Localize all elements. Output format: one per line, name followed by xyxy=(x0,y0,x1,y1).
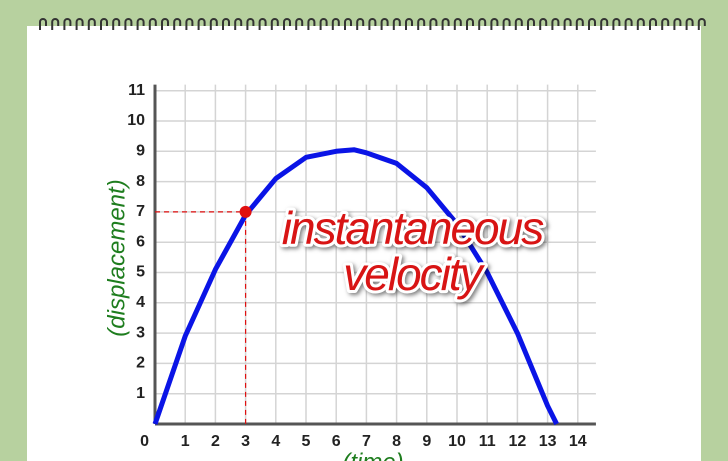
ring xyxy=(563,18,572,30)
ring xyxy=(258,18,267,30)
ring xyxy=(295,18,304,30)
x-tick-label: 0 xyxy=(140,433,149,450)
ring xyxy=(112,18,121,30)
ring xyxy=(307,18,316,30)
x-tick-label: 10 xyxy=(448,433,466,450)
ring xyxy=(100,18,108,30)
ring xyxy=(234,18,243,30)
y-tick-label: 5 xyxy=(136,264,145,281)
ring xyxy=(173,18,182,30)
ring xyxy=(673,18,682,30)
ring xyxy=(612,18,621,30)
ring xyxy=(539,18,548,30)
ring xyxy=(51,18,60,30)
ring xyxy=(685,18,694,30)
x-tick-label: 14 xyxy=(569,433,587,450)
ring xyxy=(380,18,389,30)
ring xyxy=(270,18,279,30)
ring xyxy=(185,18,194,30)
y-tick-label: 4 xyxy=(136,294,145,311)
x-tick-label: 9 xyxy=(422,433,431,450)
ring xyxy=(417,18,426,30)
ring xyxy=(551,18,560,30)
y-tick-label: 6 xyxy=(136,233,145,250)
ring xyxy=(356,18,365,30)
ring xyxy=(697,18,706,30)
ring xyxy=(466,18,474,30)
highlight-point xyxy=(239,205,252,218)
ring xyxy=(124,18,133,30)
ring xyxy=(75,18,84,30)
ring xyxy=(636,18,645,30)
x-tick-label: 2 xyxy=(211,433,220,450)
curve xyxy=(152,147,559,426)
ring xyxy=(368,18,377,30)
x-tick-label: 12 xyxy=(509,433,527,450)
y-tick-label: 7 xyxy=(136,203,145,220)
x-tick-label: 4 xyxy=(271,433,280,450)
y-axis-label: (displacement) xyxy=(103,179,130,336)
y-tick-label: 9 xyxy=(136,143,145,160)
x-tick-label: 8 xyxy=(392,433,401,450)
y-tick-label: 8 xyxy=(136,173,145,190)
ring xyxy=(514,18,523,30)
ring xyxy=(39,18,47,30)
ring xyxy=(441,18,450,30)
x-axis-label: (time) xyxy=(342,449,403,461)
ring xyxy=(209,18,218,30)
ring xyxy=(502,18,511,30)
spiral-rings xyxy=(39,18,706,30)
x-tick-label: 5 xyxy=(302,433,311,450)
plot: 0 1 2 3 4 5 6 7 8 9 10 11 12 13 141234567891011instant… xyxy=(127,82,596,450)
y-tick-label: 3 xyxy=(136,324,145,341)
ring xyxy=(575,18,584,30)
ring xyxy=(405,18,413,30)
ring xyxy=(490,18,499,30)
x-tick-label: 13 xyxy=(539,433,557,450)
y-tick-label: 1 xyxy=(136,385,145,402)
ring xyxy=(588,18,596,30)
ring xyxy=(661,18,670,30)
ring xyxy=(649,18,657,30)
notepad xyxy=(27,26,701,461)
y-tick-label: 11 xyxy=(128,82,145,99)
ring xyxy=(161,18,169,30)
ring xyxy=(222,18,230,30)
y-tick-label: 10 xyxy=(127,112,145,129)
x-tick-label: 11 xyxy=(479,433,496,450)
x-tick-label: 6 xyxy=(332,433,341,450)
x-tick-label: 7 xyxy=(362,433,371,450)
ring xyxy=(87,18,96,30)
ring xyxy=(246,18,255,30)
ring xyxy=(624,18,633,30)
ring xyxy=(148,18,157,30)
ring xyxy=(197,18,206,30)
ring xyxy=(283,18,291,30)
x-tick-label: 3 xyxy=(241,433,250,450)
ring xyxy=(429,18,438,30)
ring xyxy=(319,18,328,30)
annotation: instantaneous xyxy=(282,202,544,254)
ring xyxy=(344,18,352,30)
ring xyxy=(331,18,340,30)
ring xyxy=(453,18,462,30)
annotation: velocity xyxy=(343,248,485,300)
ring xyxy=(527,18,535,30)
ring xyxy=(392,18,401,30)
x-tick-label: 1 xyxy=(181,433,190,450)
ring xyxy=(63,18,72,30)
ring xyxy=(478,18,487,30)
ring xyxy=(600,18,609,30)
ring xyxy=(136,18,145,30)
y-tick-label: 2 xyxy=(136,355,145,372)
